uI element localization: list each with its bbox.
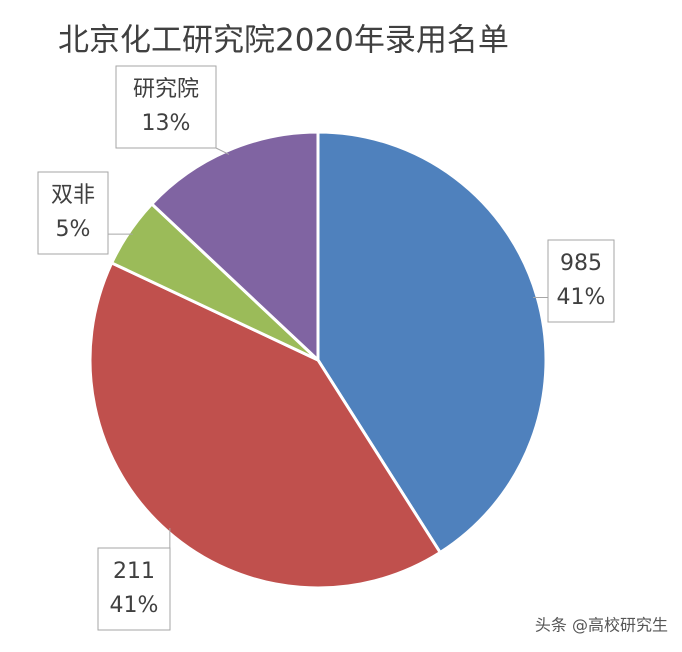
- data-label-value: 41%: [557, 285, 606, 310]
- chart-title: 北京化工研究院2020年录用名单: [58, 23, 509, 59]
- label-box: [547, 239, 615, 323]
- data-label-value: 5%: [56, 217, 91, 242]
- data-label-value: 41%: [110, 593, 159, 618]
- data-label-category: 985: [560, 251, 602, 276]
- data-label-category: 研究院: [133, 77, 199, 102]
- label-box: [37, 171, 109, 255]
- data-label-category: 211: [113, 559, 155, 584]
- label-box: [97, 547, 171, 631]
- pie-slice: [88, 260, 443, 590]
- watermark: 头条 @高校研究生: [535, 616, 668, 635]
- data-label-value: 13%: [142, 111, 191, 136]
- label-box: [115, 65, 217, 149]
- leader-line: [215, 147, 230, 155]
- pie-slice: [149, 130, 320, 364]
- data-label-category: 双非: [51, 183, 95, 208]
